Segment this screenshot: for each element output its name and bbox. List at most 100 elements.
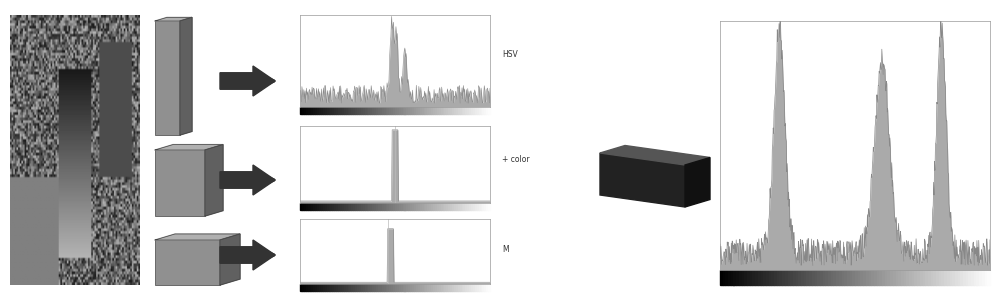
Bar [338, 106, 340, 114]
Bar [374, 202, 376, 210]
Bar [842, 270, 844, 285]
Bar [463, 202, 465, 210]
Text: + color: + color [502, 154, 530, 164]
Bar [439, 202, 441, 210]
Bar [906, 270, 909, 285]
Bar [378, 284, 380, 291]
Bar [839, 270, 842, 285]
Bar [353, 202, 355, 210]
Bar [441, 284, 442, 291]
Bar [319, 202, 321, 210]
Bar [444, 284, 446, 291]
Bar [462, 106, 463, 114]
Bar [820, 270, 823, 285]
Bar [914, 270, 917, 285]
Bar [319, 106, 321, 114]
Bar [391, 106, 393, 114]
Bar [321, 284, 323, 291]
Bar [452, 202, 454, 210]
Bar [720, 270, 723, 285]
Bar [342, 284, 344, 291]
Bar [346, 106, 348, 114]
Bar [387, 284, 389, 291]
Bar [801, 270, 804, 285]
Bar [406, 202, 408, 210]
Bar [963, 270, 966, 285]
Bar [351, 106, 353, 114]
Bar [399, 106, 401, 114]
Bar [155, 150, 205, 216]
Bar [348, 106, 349, 114]
Bar [885, 270, 887, 285]
Polygon shape [220, 165, 275, 195]
Bar [868, 270, 871, 285]
Bar [442, 284, 444, 291]
Bar [437, 106, 439, 114]
Bar [304, 202, 306, 210]
Bar [363, 106, 365, 114]
Bar [306, 284, 308, 291]
Bar [950, 270, 952, 285]
Bar [790, 270, 793, 285]
Text: HSV: HSV [502, 50, 518, 58]
Bar [825, 270, 828, 285]
Bar [338, 202, 340, 210]
Bar [395, 202, 397, 210]
Bar [403, 106, 405, 114]
Bar [909, 270, 912, 285]
Polygon shape [180, 17, 192, 135]
Bar [484, 284, 486, 291]
Bar [469, 106, 471, 114]
Bar [761, 270, 763, 285]
Bar [334, 106, 336, 114]
Bar [338, 284, 340, 291]
Bar [971, 270, 974, 285]
Bar [327, 106, 329, 114]
Bar [302, 202, 304, 210]
Bar [488, 284, 490, 291]
Bar [852, 270, 855, 285]
Bar [836, 270, 839, 285]
Bar [393, 202, 395, 210]
Bar [376, 106, 378, 114]
Bar [454, 202, 456, 210]
Bar [422, 284, 424, 291]
Bar [382, 106, 384, 114]
Bar [882, 270, 885, 285]
Bar [336, 202, 338, 210]
Bar [418, 202, 420, 210]
Bar [359, 284, 361, 291]
Bar [311, 202, 313, 210]
Bar [365, 106, 366, 114]
Bar [365, 202, 366, 210]
Bar [425, 106, 427, 114]
Bar [401, 284, 403, 291]
Bar [315, 284, 317, 291]
Bar [463, 284, 465, 291]
Bar [389, 106, 391, 114]
Bar [368, 202, 370, 210]
Bar [315, 106, 317, 114]
Bar [471, 106, 473, 114]
Bar [327, 284, 329, 291]
Bar [403, 284, 405, 291]
Bar [479, 284, 480, 291]
Bar [448, 202, 450, 210]
Bar [311, 284, 313, 291]
Bar [812, 270, 814, 285]
Bar [460, 284, 462, 291]
Bar [809, 270, 812, 285]
Bar [458, 106, 460, 114]
Bar [458, 202, 460, 210]
Bar [437, 284, 439, 291]
Polygon shape [600, 146, 710, 165]
Bar [308, 284, 310, 291]
Bar [463, 106, 465, 114]
Bar [380, 202, 382, 210]
Bar [349, 106, 351, 114]
Bar [323, 106, 325, 114]
Bar [966, 270, 968, 285]
Bar [420, 284, 422, 291]
Bar [931, 270, 933, 285]
Polygon shape [220, 234, 240, 285]
